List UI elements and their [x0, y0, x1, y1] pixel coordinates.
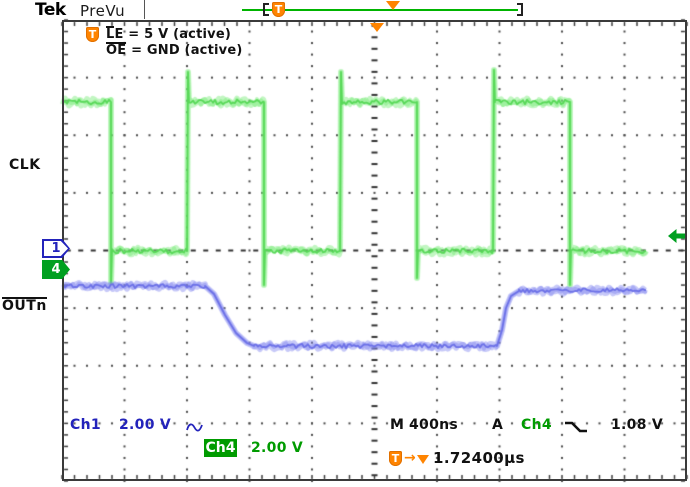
trigger-annotation-icon: T — [86, 27, 99, 42]
delay-marker-small-icon — [417, 455, 429, 464]
trigger-source-readout: Ch4 — [521, 417, 552, 433]
sine-wave-icon — [186, 421, 203, 434]
record-marker-icon[interactable] — [386, 1, 400, 10]
ch1-scale-readout: 2.00 V — [119, 417, 171, 433]
graticule-frame — [62, 20, 687, 481]
trigger-level-readout: 1.08 V — [611, 417, 663, 433]
delay-marker-icon[interactable] — [370, 23, 384, 32]
delay-time-readout: 1.72400µs — [433, 449, 525, 467]
window-bracket-right — [517, 3, 523, 16]
falling-edge-icon — [563, 420, 589, 434]
condition-le: LE = 5 V (active) — [106, 26, 231, 42]
ch1-readout-label: Ch1 — [70, 417, 101, 433]
tek-logo: Tek — [35, 0, 66, 20]
ch4-readout-label: Ch4 — [204, 439, 237, 457]
outn-signal-label: OUTn — [2, 297, 47, 314]
condition-oe: OE = GND (active) — [106, 42, 242, 58]
ch4-scale-readout: 2.00 V — [251, 440, 303, 456]
delay-arrow-icon: → — [404, 450, 416, 466]
window-bracket-left — [263, 3, 269, 16]
clk-signal-label: CLK — [9, 157, 41, 173]
main-timebase-label: M — [390, 417, 404, 433]
trigger-position-icon[interactable]: T — [272, 2, 285, 17]
oe-signal-name: OE — [106, 42, 126, 57]
status-bar-divider — [144, 0, 145, 19]
delay-trigger-icon: T — [389, 451, 402, 466]
acquisition-mode-label: PreVu — [80, 2, 125, 20]
oscilloscope-screen: Tek PreVu T T LE = 5 V (active) OE = GND… — [0, 0, 690, 487]
auto-trigger-label: A — [492, 417, 503, 433]
timebase-readout: 400ns — [409, 417, 458, 433]
